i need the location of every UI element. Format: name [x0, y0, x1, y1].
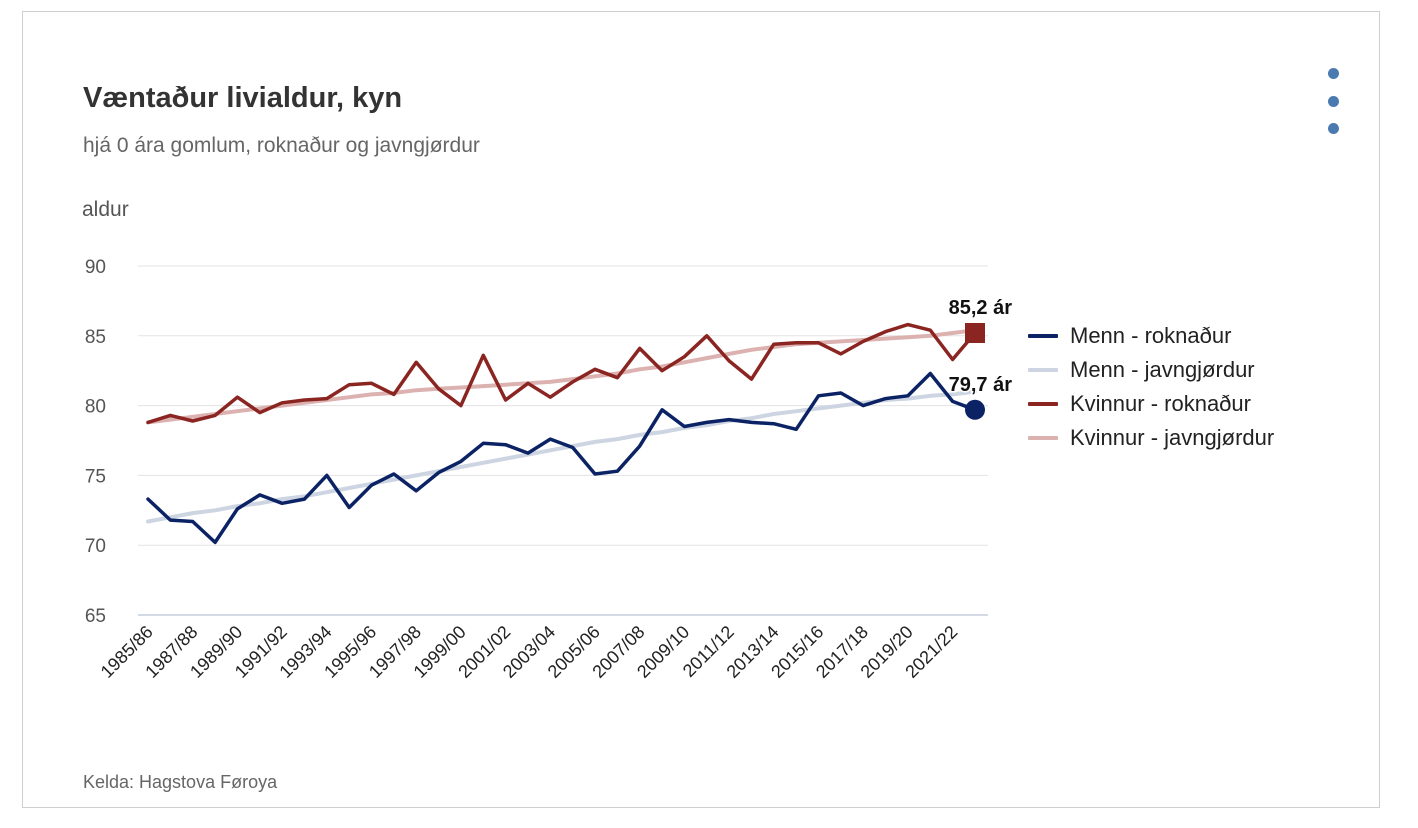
chart-title: Væntaður livialdur, kyn	[83, 82, 403, 114]
series-line-kvinnur-rokna-ur[interactable]	[146, 322, 977, 425]
legend-swatch	[1028, 402, 1058, 406]
legend-swatch	[1028, 436, 1058, 440]
y-axis-ticks: 65 70 75 80 85 90	[85, 257, 106, 627]
legend-swatch	[1028, 334, 1058, 338]
series-line-menn-rokna-ur[interactable]	[146, 371, 977, 545]
source-note: Kelda: Hagstova Føroya	[83, 772, 278, 792]
gridlines	[138, 265, 988, 616]
legend-item[interactable]: Menn - javngjørdur	[1028, 356, 1274, 384]
legend-item[interactable]: Kvinnur - roknaður	[1028, 390, 1274, 418]
menu-dot	[1327, 123, 1339, 134]
series-line-kvinnur-javngjørdur[interactable]	[146, 328, 977, 425]
y-tick-label: 85	[85, 327, 106, 348]
series-lines	[146, 322, 977, 545]
menu-dot	[1327, 68, 1339, 79]
legend-item[interactable]: Kvinnur - javngjørdur	[1028, 424, 1274, 452]
data-label: 85,2 ár	[949, 297, 1013, 319]
series-line-menn-javngjørdur[interactable]	[146, 389, 977, 524]
more-vertical-icon[interactable]	[1322, 68, 1344, 134]
legend-swatch	[1028, 368, 1058, 372]
x-axis-ticks: 1985/861987/881989/901991/921993/941995/…	[97, 622, 962, 682]
y-tick-label: 65	[85, 606, 106, 627]
y-tick-label: 90	[85, 257, 106, 278]
legend-label: Menn - roknaður	[1070, 323, 1232, 348]
end-marker-circle[interactable]	[965, 399, 985, 420]
legend-label: Kvinnur - javngjørdur	[1070, 425, 1275, 450]
end-marker-square[interactable]	[965, 323, 985, 344]
legend: Menn - roknaður Menn - javngjørdur Kvinnur…	[1028, 322, 1274, 452]
y-axis-label: aldur	[82, 198, 129, 221]
legend-label: Menn - javngjørdur	[1070, 357, 1255, 382]
y-tick-label: 80	[85, 397, 106, 418]
data-label: 79,7 ár	[949, 374, 1013, 396]
legend-item[interactable]: Menn - roknaður	[1028, 322, 1274, 350]
y-tick-label: 75	[85, 466, 106, 487]
legend-label: Kvinnur - roknaður	[1070, 391, 1251, 416]
annotations: 85,2 ár 79,7 ár	[947, 296, 1014, 420]
y-tick-label: 70	[85, 536, 106, 557]
chart-subtitle: hjá 0 ára gomlum, roknaður og javngjørdu…	[83, 134, 480, 157]
menu-dot	[1327, 95, 1339, 107]
